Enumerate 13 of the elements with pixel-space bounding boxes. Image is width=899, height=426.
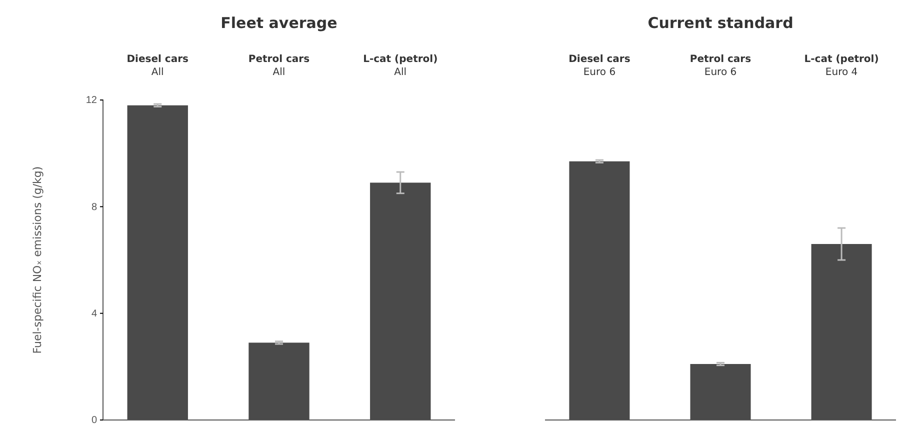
x-tick-label: L-cat (petrol) Euro 4 <box>804 54 879 78</box>
x-tick-label: Petrol cars Euro 6 <box>690 54 752 78</box>
chart-title: Current standard <box>648 14 794 32</box>
y-tick-label: 12 <box>86 95 98 106</box>
y-tick-label: 4 <box>91 308 98 320</box>
y-axis-title: Fuel-specific NOₓ emissions (g/kg) <box>31 166 44 354</box>
x-tick-label: L-cat (petrol) All <box>363 54 438 78</box>
x-tick-label: Petrol cars All <box>248 54 310 78</box>
chart-title: Fleet average <box>220 14 338 32</box>
y-tick-label: 0 <box>91 415 98 426</box>
x-tick-label: Diesel cars Euro 6 <box>568 54 630 78</box>
x-tick-label: Diesel cars All <box>126 54 189 78</box>
y-tick-label: 8 <box>91 202 98 213</box>
